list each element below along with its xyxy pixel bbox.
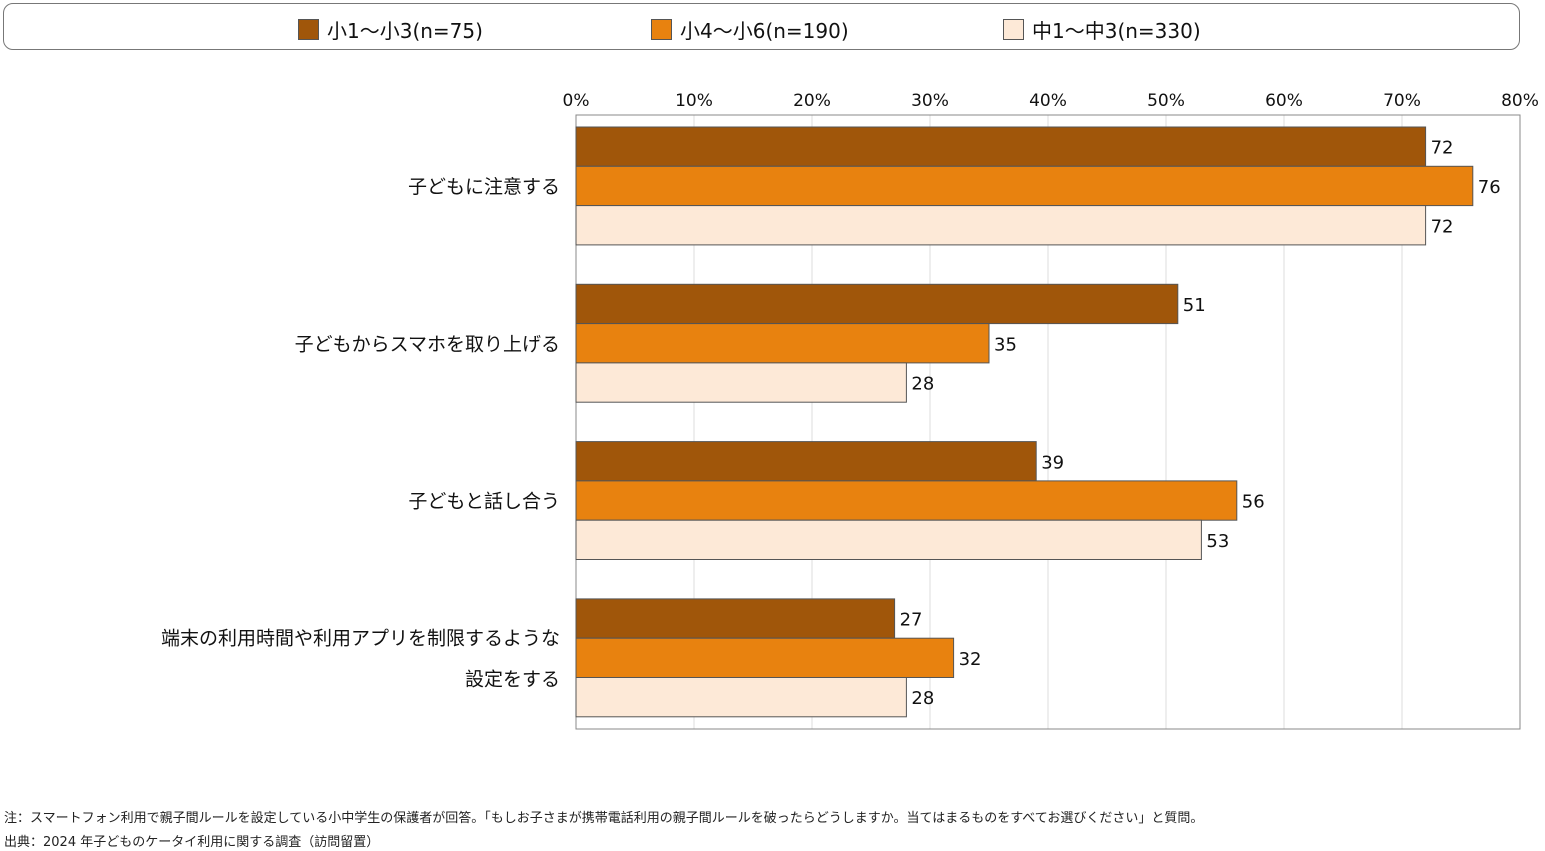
category-label: 子どもに注意する bbox=[408, 176, 560, 198]
bar bbox=[575, 637, 955, 679]
data-label: 32 bbox=[959, 649, 982, 670]
bar bbox=[575, 165, 1474, 207]
legend-swatch bbox=[298, 19, 319, 40]
x-tick-label: 20% bbox=[793, 91, 831, 111]
source-note: 出典：2024 年子どものケータイ利用に関する調査（訪問留置） bbox=[4, 835, 380, 850]
legend-swatch bbox=[651, 19, 672, 40]
bar bbox=[575, 598, 896, 639]
data-label: 28 bbox=[911, 374, 934, 395]
data-label: 56 bbox=[1242, 492, 1265, 513]
bar-chart: 0% 10% 20% 30% 40% 50% 60% 70% 80% 72 76 72 子どもに注意する… bbox=[161, 91, 1539, 730]
x-tick-label: 80% bbox=[1501, 91, 1539, 111]
bar bbox=[575, 126, 1427, 167]
x-tick-label: 40% bbox=[1029, 91, 1067, 111]
bar bbox=[575, 323, 990, 364]
bar bbox=[575, 283, 1179, 325]
x-tick-label: 0% bbox=[563, 91, 590, 111]
category-label: 設定をする bbox=[465, 668, 560, 690]
category-label: 端末の利用時間や利用アプリを制限するような bbox=[161, 627, 560, 649]
data-label: 51 bbox=[1183, 295, 1206, 316]
data-label: 72 bbox=[1431, 138, 1454, 159]
bar bbox=[575, 205, 1427, 246]
data-label: 76 bbox=[1478, 177, 1501, 198]
legend-item: 小1〜小3(n=75) bbox=[298, 15, 483, 44]
x-tick-label: 10% bbox=[675, 91, 713, 111]
bar bbox=[575, 441, 1037, 482]
data-label: 35 bbox=[994, 334, 1017, 355]
legend: 小1〜小3(n=75) 小4〜小6(n=190) 中1〜中3(n=330) bbox=[3, 3, 1520, 50]
data-label: 27 bbox=[900, 610, 923, 631]
data-label: 39 bbox=[1041, 452, 1064, 473]
x-tick-label: 70% bbox=[1383, 91, 1421, 111]
bar bbox=[575, 480, 1238, 521]
footnote: 注：スマートフォン利用で親子間ルールを設定している小中学生の保護者が回答。「もし… bbox=[4, 811, 1204, 826]
legend-label: 小1〜小3(n=75) bbox=[327, 19, 483, 43]
legend-label: 小4〜小6(n=190) bbox=[680, 19, 849, 43]
bar bbox=[575, 519, 1202, 561]
category-label: 子どもからスマホを取り上げる bbox=[295, 333, 560, 355]
bar bbox=[575, 677, 907, 718]
legend-item: 中1〜中3(n=330) bbox=[1003, 15, 1201, 44]
category-label: 子どもと話し合う bbox=[408, 491, 560, 513]
data-label: 72 bbox=[1431, 216, 1454, 237]
x-tick-label: 60% bbox=[1265, 91, 1303, 111]
plot-area bbox=[575, 114, 1521, 730]
legend-swatch bbox=[1003, 19, 1024, 40]
legend-label: 中1〜中3(n=330) bbox=[1032, 19, 1201, 43]
bar bbox=[575, 362, 907, 403]
x-tick-label: 30% bbox=[911, 91, 949, 111]
x-tick-label: 50% bbox=[1147, 91, 1185, 111]
data-label: 28 bbox=[911, 688, 934, 709]
legend-item: 小4〜小6(n=190) bbox=[651, 15, 849, 44]
data-label: 53 bbox=[1206, 531, 1229, 552]
